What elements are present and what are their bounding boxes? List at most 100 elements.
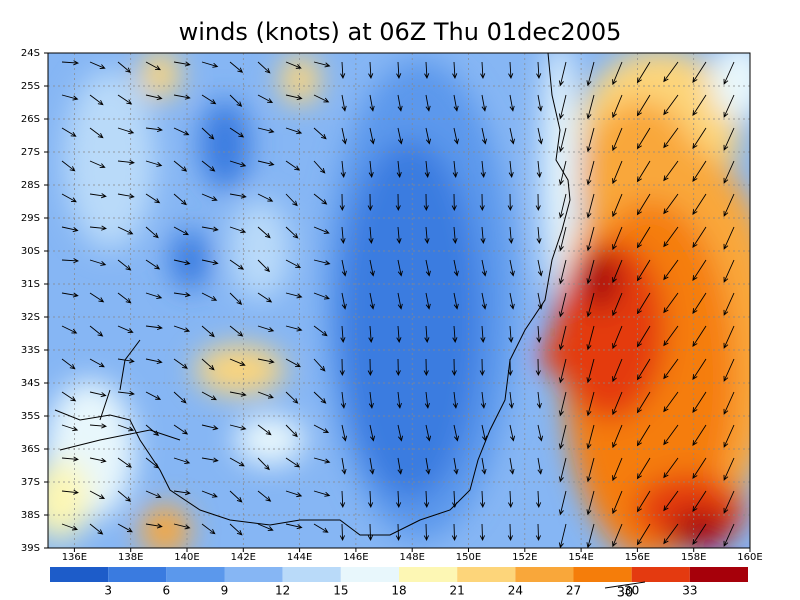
- wind-arrow: [173, 391, 187, 404]
- wind-arrow: [397, 127, 403, 145]
- lat-label: 33S: [21, 345, 40, 356]
- wind-arrow: [723, 193, 735, 217]
- wind-arrow: [117, 259, 132, 271]
- wind-arrow: [61, 127, 77, 137]
- wind-arrow: [480, 490, 486, 509]
- wind-arrow: [723, 226, 735, 250]
- wind-arrow: [201, 160, 216, 172]
- axes: 24S 25S 26S 27S 28S 29S 30S 31S 32S 33S 34S 35S 36S 3…: [21, 48, 763, 563]
- wind-arrow: [558, 523, 567, 548]
- wind-arrow: [257, 523, 274, 531]
- wind-arrow: [663, 127, 679, 149]
- wind-arrow: [229, 61, 244, 73]
- wind-arrow: [558, 193, 567, 219]
- wind-arrow: [558, 490, 567, 516]
- wind-arrow: [586, 490, 595, 516]
- wind-arrow: [201, 490, 218, 498]
- lat-label: 29S: [21, 213, 40, 224]
- wind-arrow: [117, 358, 135, 364]
- wind-arrow: [89, 423, 107, 429]
- wind-arrow: [636, 226, 651, 249]
- wind-arrow: [117, 457, 132, 468]
- wind-arrow: [257, 292, 273, 303]
- wind-arrow: [586, 457, 595, 483]
- wind-arrow: [61, 292, 79, 298]
- wind-arrow: [451, 358, 457, 377]
- colorbar-label: 33: [682, 584, 697, 598]
- wind-arrow: [452, 490, 458, 509]
- lon-label: 142E: [231, 552, 256, 563]
- wind-arrow: [89, 94, 104, 106]
- wind-arrow: [369, 127, 375, 145]
- wind-arrow: [89, 127, 104, 139]
- wind-arrow: [537, 127, 543, 145]
- wind-arrow: [367, 193, 373, 212]
- wind-arrow: [145, 61, 161, 71]
- colorbar-swatch: [631, 567, 690, 582]
- wind-arrow: [453, 292, 459, 310]
- wind-arrow: [201, 325, 215, 338]
- wind-arrow: [89, 358, 105, 368]
- wind-arrow: [313, 457, 331, 464]
- wind-arrow: [452, 160, 458, 178]
- wind-arrow: [723, 61, 735, 85]
- wind-arrow: [201, 424, 219, 431]
- wind-arrow: [313, 160, 326, 174]
- wind-arrow: [397, 94, 403, 112]
- wind-arrow: [117, 390, 135, 396]
- wind-arrow: [453, 424, 460, 442]
- wind-arrow: [723, 358, 735, 382]
- colorbar-swatch: [689, 567, 748, 582]
- wind-arrow: [509, 457, 515, 475]
- wind-arrow: [536, 325, 542, 343]
- wind-arrow: [229, 325, 244, 337]
- wind-arrow: [257, 490, 272, 502]
- wind-arrow: [173, 61, 191, 67]
- wind-arrow: [558, 259, 567, 285]
- wind-arrow: [612, 325, 623, 350]
- wind-arrow: [173, 523, 191, 530]
- wind-arrow: [173, 193, 187, 206]
- wind-arrow: [509, 127, 515, 145]
- wind-arrow: [451, 523, 457, 542]
- wind-arrow: [509, 292, 515, 310]
- wind-arrow: [340, 226, 346, 244]
- wind-arrow: [424, 226, 430, 244]
- wind-arrow: [558, 358, 567, 384]
- wind-arrow: [229, 94, 243, 107]
- wind-arrow: [313, 523, 329, 533]
- wind-arrow: [257, 127, 275, 134]
- wind-arrow: [201, 226, 219, 232]
- wind-arrow: [313, 61, 331, 68]
- wind-arrow: [537, 424, 544, 442]
- colorbar-swatch: [340, 567, 399, 582]
- lat-label: 28S: [21, 180, 40, 191]
- wind-arrow: [586, 391, 595, 417]
- wind-arrow: [145, 126, 163, 132]
- wind-arrow: [257, 424, 272, 436]
- wind-arrow: [89, 457, 107, 463]
- wind-arrow: [424, 160, 430, 178]
- wind-arrow: [636, 457, 651, 480]
- lat-label: 34S: [21, 378, 40, 389]
- wind-arrow: [586, 94, 595, 120]
- wind-arrow: [723, 325, 735, 349]
- wind-arrow: [663, 457, 679, 479]
- wind-arrow: [201, 259, 219, 266]
- wind-arrow: [636, 160, 651, 183]
- wind-arrow: [586, 292, 595, 318]
- wind-arrow: [285, 490, 303, 498]
- wind-arrow: [339, 523, 345, 542]
- wind-arrow: [612, 160, 623, 185]
- wind-arrow: [201, 391, 217, 401]
- wind-arrow: [480, 160, 486, 178]
- wind-arrow: [396, 61, 402, 80]
- wind-arrow: [61, 391, 77, 402]
- lon-label: 158E: [681, 552, 706, 563]
- wind-arrow: [453, 127, 459, 145]
- wind-arrow: [117, 292, 132, 304]
- wind-arrow: [723, 259, 735, 283]
- wind-arrow: [313, 127, 327, 140]
- wind-arrow: [229, 523, 243, 536]
- wind-arrow: [229, 226, 247, 234]
